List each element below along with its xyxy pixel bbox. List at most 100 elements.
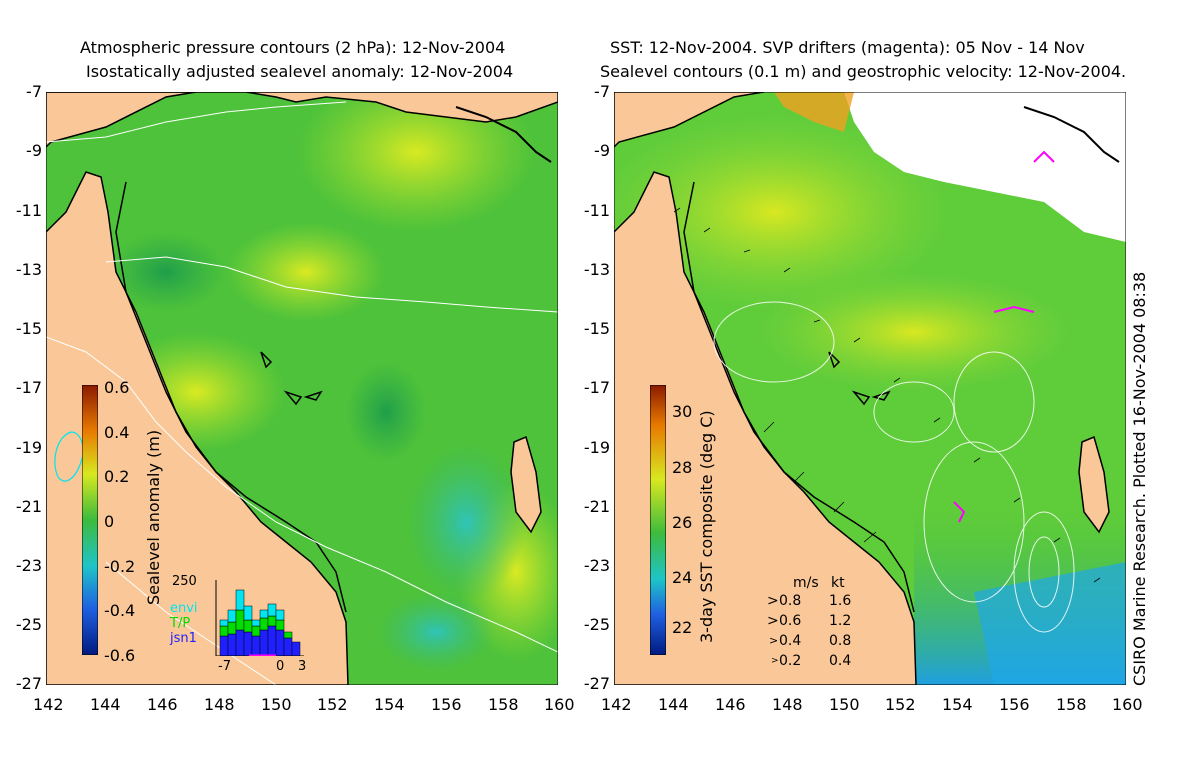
sla-tick: 0.4 (104, 423, 130, 442)
y-tick: -17 (583, 378, 610, 397)
x-tick: 148 (204, 695, 235, 714)
vector-arrow-icon: > (767, 593, 779, 609)
vkey-ms: 0.6 (779, 613, 802, 629)
inset-xtick: 3 (298, 659, 307, 674)
x-tick: 152 (885, 695, 916, 714)
vkey-header-kt: kt (831, 575, 845, 591)
credit-note: CSIRO Marine Research. Plotted 16-Nov-20… (1130, 271, 1149, 686)
y-tick: -25 (583, 615, 610, 634)
y-tick: -11 (583, 201, 610, 220)
sla-tick: 0.6 (104, 378, 130, 397)
land-australia (46, 92, 349, 685)
x-tick: 150 (829, 695, 860, 714)
x-tick: 160 (1112, 695, 1143, 714)
y-tick: -27 (583, 674, 610, 693)
left-map (46, 92, 558, 685)
sst-tick: 26 (672, 513, 693, 532)
x-tick: 144 (90, 695, 121, 714)
y-tick: -17 (15, 378, 42, 397)
pressure-contour-1 (46, 101, 347, 143)
vkey-kt: 1.2 (829, 613, 852, 629)
sst-tick: 22 (672, 618, 693, 637)
y-tick: -21 (15, 497, 42, 516)
x-tick: 148 (772, 695, 803, 714)
sla-tick: -0.2 (104, 557, 136, 576)
vkey-header-ms: m/s (793, 575, 819, 591)
y-tick: -11 (15, 201, 42, 220)
velocity-vectors (673, 207, 1101, 583)
drifter-tracks (953, 150, 1055, 523)
x-tick: 150 (261, 695, 292, 714)
x-tick: 154 (942, 695, 973, 714)
vector-arrow-icon: > (771, 656, 779, 666)
legend-envi: envi (170, 601, 198, 616)
vkey-ms: 0.8 (779, 593, 802, 609)
y-tick: -13 (15, 260, 42, 279)
legend-tp: T/P (170, 616, 191, 631)
pressure-contour-4 (105, 561, 277, 685)
sla-tick: 0 (104, 512, 115, 531)
y-tick: -15 (583, 319, 610, 338)
y-tick: -15 (15, 319, 42, 338)
right-title-line1: SST: 12-Nov-2004. SVP drifters (magenta)… (610, 38, 1085, 57)
x-tick: 160 (544, 695, 575, 714)
y-tick: -13 (583, 260, 610, 279)
right-colorbar (650, 385, 666, 655)
land-australia-right (614, 92, 917, 685)
inset-legend: envi T/P jsn1 (170, 601, 198, 646)
y-tick: -7 (594, 82, 610, 101)
x-tick: 142 (601, 695, 632, 714)
pressure-contour-3 (46, 336, 558, 653)
x-tick: 144 (658, 695, 689, 714)
inset-xtick: 0 (276, 659, 285, 674)
land-new-guinea (46, 92, 558, 123)
x-tick: 158 (488, 695, 519, 714)
inset-ymax: 250 (172, 574, 197, 589)
vkey-kt: 0.8 (829, 633, 852, 649)
right-map (614, 92, 1126, 685)
x-tick: 146 (147, 695, 178, 714)
vkey-ms: 0.2 (779, 653, 802, 669)
left-title-line1: Atmospheric pressure contours (2 hPa): 1… (80, 38, 506, 57)
y-tick: -23 (15, 556, 42, 575)
sla-tick: -0.4 (104, 601, 136, 620)
sst-tick: 30 (672, 402, 693, 421)
x-tick: 152 (317, 695, 348, 714)
y-tick: -23 (583, 556, 610, 575)
vkey-kt: 0.4 (829, 653, 852, 669)
x-tick: 146 (715, 695, 746, 714)
y-tick: -19 (583, 438, 610, 457)
vkey-kt: 1.6 (829, 593, 852, 609)
left-title-line2: Isostatically adjusted sealevel anomaly:… (86, 62, 514, 81)
left-colorbar-label: Sealevel anomaly (m) (144, 429, 163, 605)
y-tick: -9 (594, 141, 610, 160)
x-tick: 156 (999, 695, 1030, 714)
island-chain (455, 106, 552, 163)
vector-arrow-icon: > (767, 613, 779, 629)
y-tick: -9 (26, 141, 42, 160)
cloud-mask (844, 92, 1126, 242)
sla-tick: 0.2 (104, 467, 130, 486)
sst-tick: 24 (672, 568, 693, 587)
x-tick: 154 (374, 695, 405, 714)
y-tick: -21 (583, 497, 610, 516)
sst-tick: 28 (672, 458, 693, 477)
sla-tick: -0.6 (104, 646, 136, 665)
left-colorbar (82, 385, 98, 655)
pressure-contour-2 (105, 256, 558, 313)
y-tick: -25 (15, 615, 42, 634)
right-title-line2: Sealevel contours (0.1 m) and geostrophi… (600, 62, 1127, 81)
shelf-contour (115, 181, 347, 613)
x-tick: 156 (431, 695, 462, 714)
legend-jsn1: jsn1 (170, 631, 197, 646)
y-tick: -27 (15, 674, 42, 693)
right-colorbar-label: 3-day SST composite (deg C) (697, 410, 716, 643)
sealevel-contours (713, 301, 1075, 633)
y-tick: -19 (15, 438, 42, 457)
y-tick: -7 (26, 82, 42, 101)
vector-arrow-icon: > (769, 634, 779, 647)
vkey-ms: 0.4 (779, 633, 802, 649)
x-tick: 158 (1056, 695, 1087, 714)
inset-histogram (215, 580, 304, 656)
x-tick: 142 (33, 695, 64, 714)
